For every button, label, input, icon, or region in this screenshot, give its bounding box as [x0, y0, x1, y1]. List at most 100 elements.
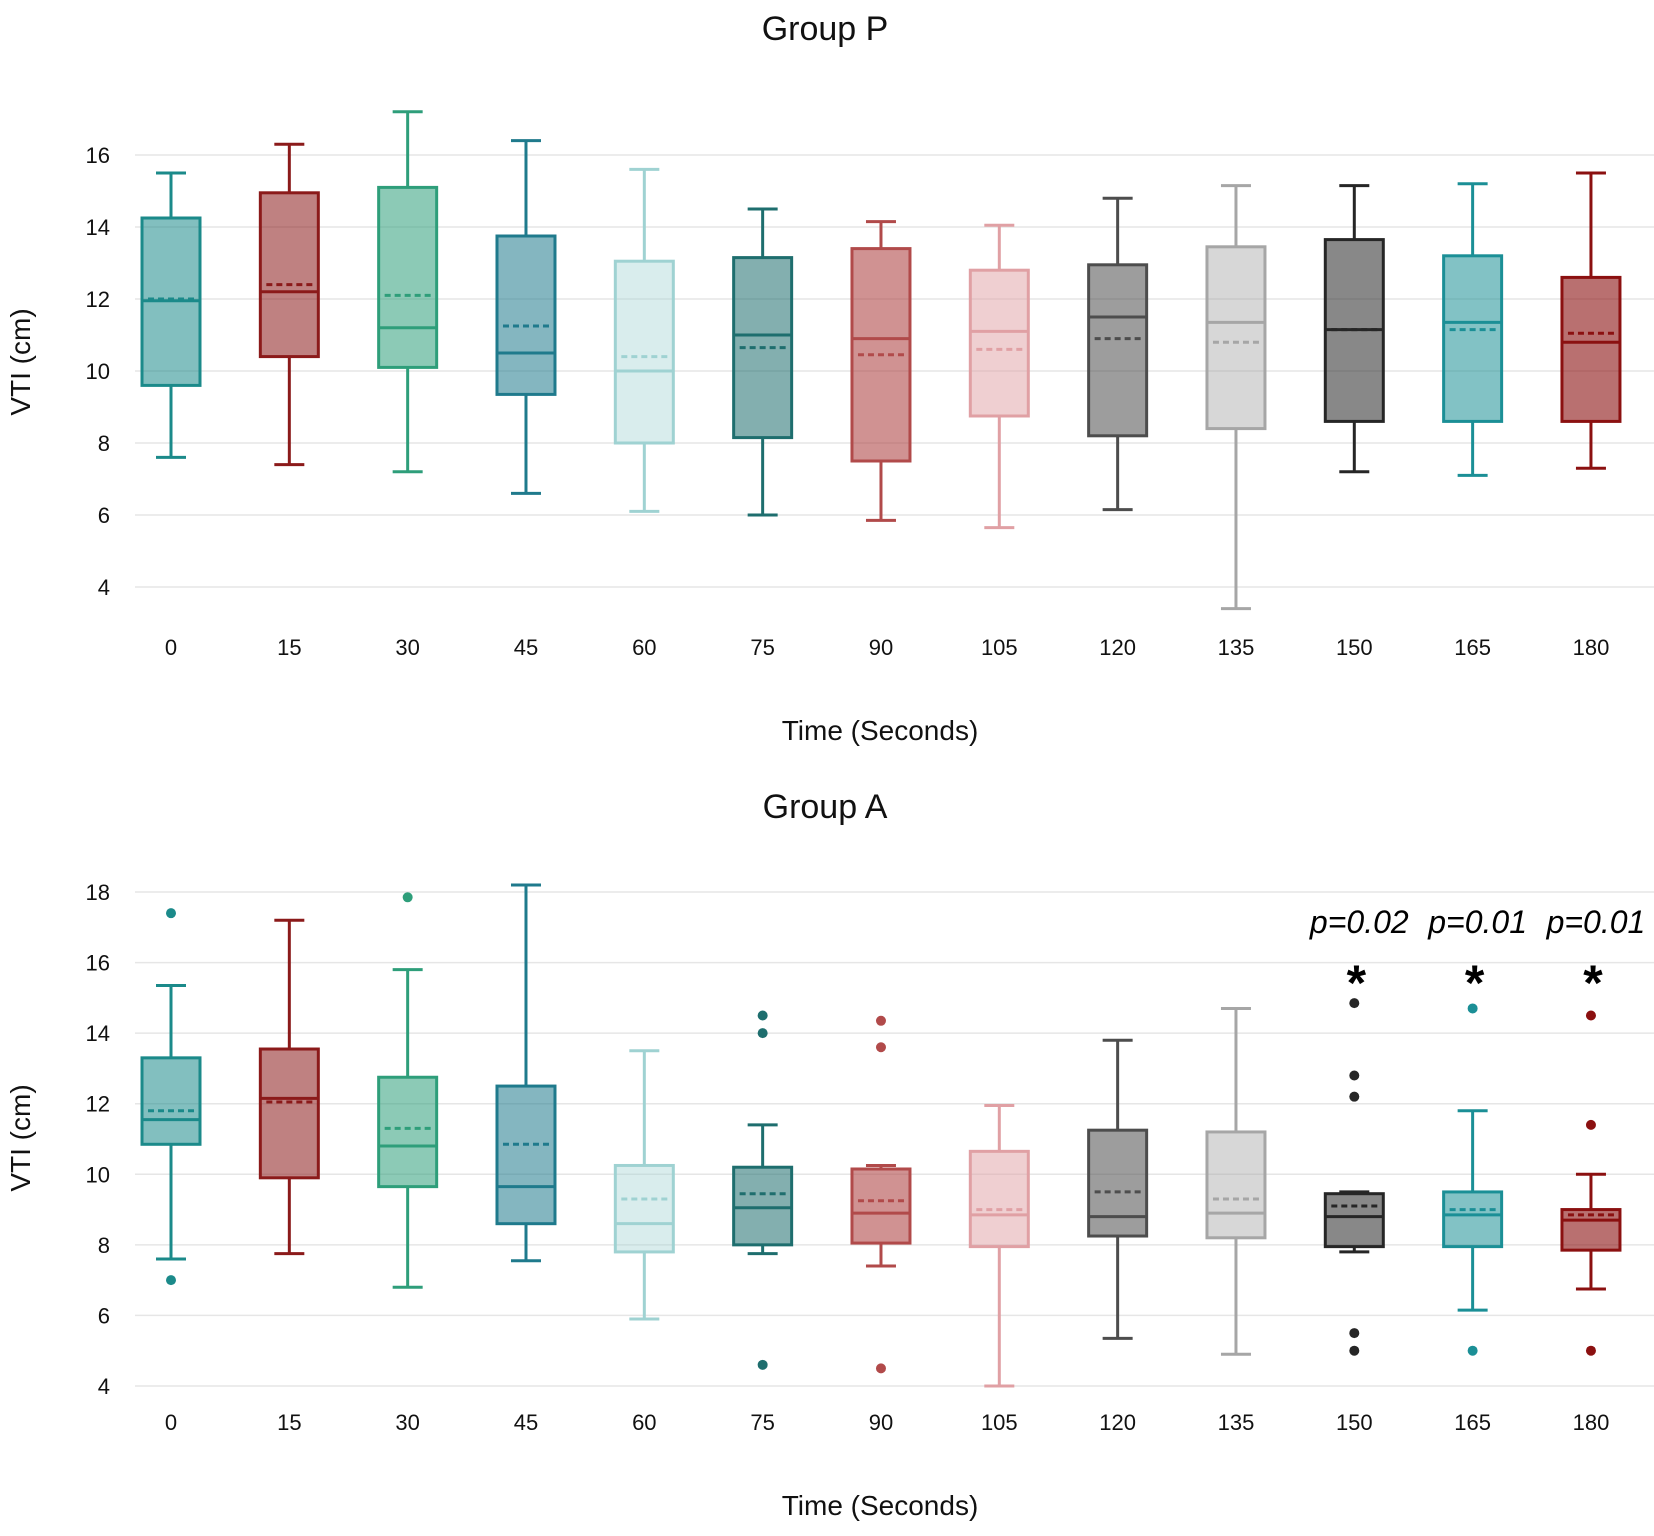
box-105: [968, 223, 1030, 530]
y-tick-label: 6: [98, 1303, 110, 1328]
outlier-point: [757, 1010, 768, 1021]
x-axis-label: Time (Seconds): [782, 715, 979, 746]
x-ticks: 0 15 30 45 60 75 90 105 120 135 150 165 180: [165, 1410, 1609, 1435]
chart-title: Group A: [763, 788, 888, 826]
boxes: [140, 883, 1622, 1388]
box-30: [377, 892, 439, 1289]
iqr-box: [968, 1149, 1030, 1249]
x-tick-label: 105: [981, 635, 1018, 660]
outlier-point: [1467, 1345, 1478, 1356]
x-tick-label: 90: [869, 1410, 893, 1435]
iqr-box: [258, 191, 320, 359]
box-135: [1205, 1006, 1267, 1356]
annotations: p=0.02 * p=0.01 * p=0.01 *: [1309, 904, 1645, 1011]
box-0: [140, 908, 202, 1286]
x-tick-label: 165: [1454, 1410, 1491, 1435]
x-tick-label: 75: [750, 1410, 774, 1435]
box-60: [613, 1049, 675, 1321]
chart-group-p: Group P VTI (cm) Time (Seconds) 4 6 8 10 12 1…: [5, 10, 1654, 746]
box-150: [1323, 998, 1385, 1356]
y-tick-label: 14: [86, 1021, 110, 1046]
y-tick-label: 16: [86, 143, 110, 168]
box-165: [1442, 182, 1504, 477]
y-tick-label: 18: [86, 880, 110, 905]
outlier-point: [1585, 1345, 1596, 1356]
x-tick-label: 90: [869, 635, 893, 660]
iqr-box: [613, 259, 675, 445]
y-tick-label: 16: [86, 951, 110, 976]
y-tick-label: 12: [86, 287, 110, 312]
box-180: [1560, 1010, 1622, 1356]
x-tick-label: 150: [1336, 635, 1373, 660]
y-tick-label: 10: [86, 1162, 110, 1187]
y-tick-label: 4: [98, 1374, 110, 1399]
iqr-box: [613, 1163, 675, 1254]
y-axis-label: VTI (cm): [5, 308, 36, 415]
iqr-box: [968, 268, 1030, 418]
iqr-box: [850, 1167, 912, 1245]
y-tick-label: 6: [98, 503, 110, 528]
y-ticks: 4 6 8 10 12 14 16: [86, 143, 110, 600]
outlier-point: [757, 1028, 768, 1039]
iqr-box: [140, 1056, 202, 1146]
iqr-box: [1205, 1130, 1267, 1240]
box-30: [377, 110, 439, 474]
box-105: [968, 1103, 1030, 1388]
y-tick-label: 4: [98, 575, 110, 600]
box-45: [495, 139, 557, 495]
y-tick-label: 8: [98, 1233, 110, 1258]
significance-star: *: [1347, 955, 1367, 1011]
x-tick-label: 15: [277, 635, 301, 660]
x-tick-label: 120: [1099, 1410, 1136, 1435]
x-tick-label: 135: [1218, 635, 1255, 660]
box-90: [850, 1015, 912, 1374]
iqr-box: [1560, 275, 1622, 423]
significance-star: *: [1465, 955, 1485, 1011]
x-tick-label: 75: [750, 635, 774, 660]
iqr-box: [377, 1075, 439, 1189]
box-135: [1205, 184, 1267, 611]
outlier-point: [757, 1359, 768, 1370]
x-tick-label: 135: [1218, 1410, 1255, 1435]
iqr-box: [495, 1084, 557, 1226]
outlier-point: [875, 1363, 886, 1374]
box-120: [1087, 1038, 1149, 1340]
outlier-point: [1349, 1070, 1360, 1081]
outlier-point: [1349, 998, 1360, 1009]
x-ticks: 0 15 30 45 60 75 90 105 120 135 150 165 180: [165, 635, 1609, 660]
outlier-point: [875, 1042, 886, 1053]
p-value-label: p=0.01: [1427, 904, 1527, 940]
x-tick-label: 150: [1336, 1410, 1373, 1435]
x-tick-label: 105: [981, 1410, 1018, 1435]
x-axis-label: Time (Seconds): [782, 1490, 979, 1521]
x-tick-label: 45: [514, 1410, 538, 1435]
box-120: [1087, 196, 1149, 512]
chart-group-a: Group A VTI (cm) Time (Seconds) 4 6 8 10 12 1…: [5, 788, 1654, 1521]
iqr-box: [1087, 263, 1149, 438]
box-150: [1323, 184, 1385, 474]
y-tick-label: 12: [86, 1092, 110, 1117]
y-tick-label: 14: [86, 215, 110, 240]
box-75: [732, 1010, 794, 1370]
outlier-point: [1349, 1345, 1360, 1356]
x-tick-label: 60: [632, 635, 656, 660]
significance-star: *: [1583, 955, 1603, 1011]
box-45: [495, 883, 557, 1263]
box-90: [850, 220, 912, 522]
x-tick-label: 180: [1573, 635, 1610, 660]
box-15: [258, 918, 320, 1256]
iqr-box: [1442, 254, 1504, 423]
x-tick-label: 165: [1454, 635, 1491, 660]
x-tick-label: 0: [165, 1410, 177, 1435]
x-tick-label: 60: [632, 1410, 656, 1435]
box-15: [258, 142, 320, 467]
outlier-point: [1585, 1010, 1596, 1021]
boxes: [140, 110, 1622, 611]
y-ticks: 4 6 8 10 12 14 16 18: [86, 880, 110, 1399]
iqr-box: [495, 234, 557, 396]
iqr-box: [1205, 245, 1267, 431]
box-180: [1560, 171, 1622, 470]
outlier-point: [1349, 1328, 1360, 1339]
outlier-point: [1467, 1003, 1478, 1014]
